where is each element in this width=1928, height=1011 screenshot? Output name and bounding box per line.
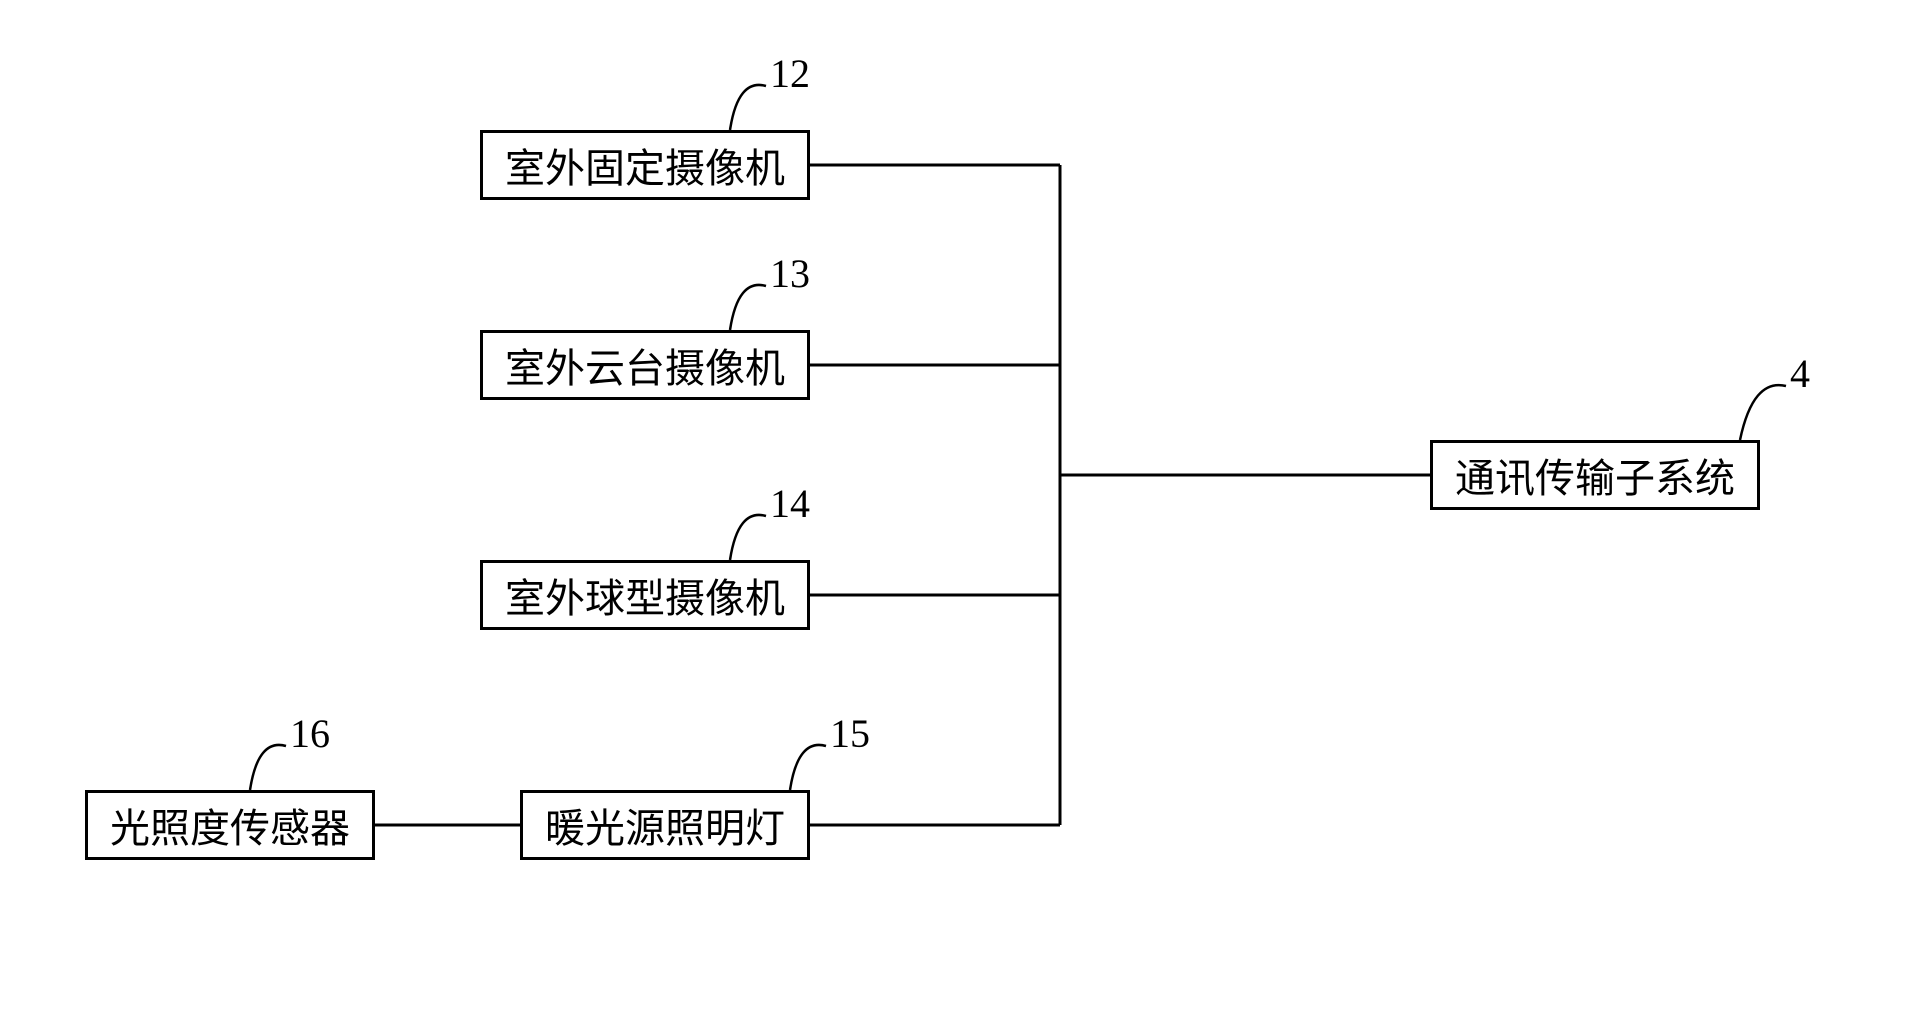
node-label: 室外云台摄像机 <box>505 336 785 394</box>
leader-15 <box>790 745 826 790</box>
node-comm-transmission-subsystem: 通讯传输子系统 <box>1430 440 1760 510</box>
node-label: 室外固定摄像机 <box>505 136 785 194</box>
node-label: 室外球型摄像机 <box>505 566 785 624</box>
id-label-16: 16 <box>290 710 330 757</box>
node-label: 通讯传输子系统 <box>1455 446 1735 504</box>
leader-13 <box>730 285 766 330</box>
node-outdoor-ptz-camera: 室外云台摄像机 <box>480 330 810 400</box>
id-label-12: 12 <box>770 50 810 97</box>
node-outdoor-fixed-camera: 室外固定摄像机 <box>480 130 810 200</box>
id-label-15: 15 <box>830 710 870 757</box>
node-illuminance-sensor: 光照度传感器 <box>85 790 375 860</box>
node-warm-light-lamp: 暖光源照明灯 <box>520 790 810 860</box>
node-label: 暖光源照明灯 <box>545 796 785 854</box>
node-outdoor-dome-camera: 室外球型摄像机 <box>480 560 810 630</box>
id-label-14: 14 <box>770 480 810 527</box>
id-label-4: 4 <box>1790 350 1810 397</box>
leader-16 <box>250 745 286 790</box>
leader-14 <box>730 515 766 560</box>
leader-4 <box>1740 385 1786 440</box>
node-label: 光照度传感器 <box>110 796 350 854</box>
id-label-13: 13 <box>770 250 810 297</box>
leader-12 <box>730 85 766 130</box>
